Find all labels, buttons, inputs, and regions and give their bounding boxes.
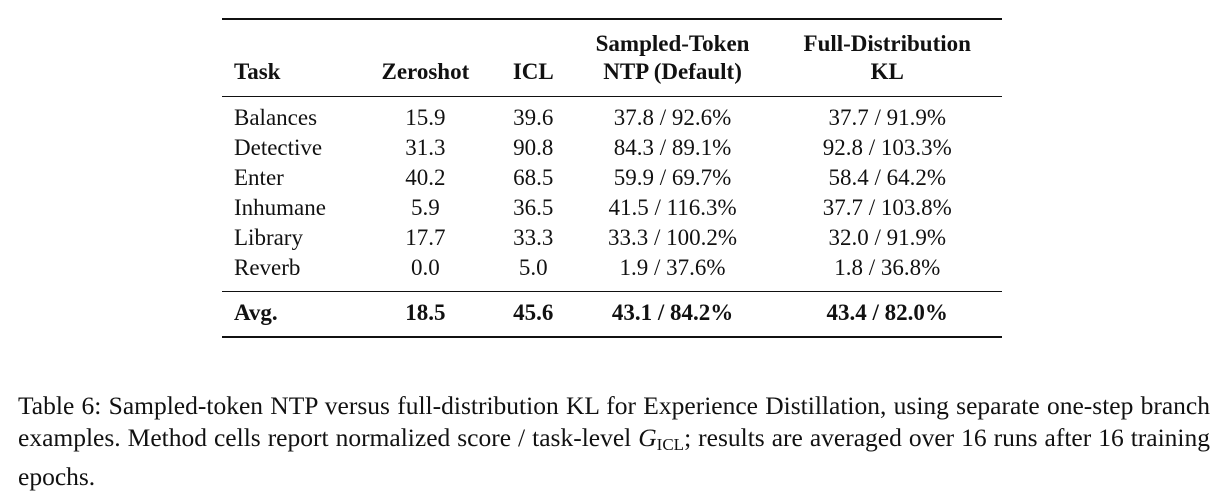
cell-icl: 68.5 xyxy=(513,165,554,190)
caption-math-sub: ICL xyxy=(656,434,685,454)
cell-ntp: 43.1 / 84.2% xyxy=(611,300,734,325)
cell-icl: 36.5 xyxy=(513,195,554,220)
cell-icl: 39.6 xyxy=(513,105,554,130)
header-ntp-line1: Sampled-Token xyxy=(595,31,750,56)
cell-zeroshot: 15.9 xyxy=(405,105,446,130)
cell-zeroshot: 18.5 xyxy=(405,300,446,325)
table-row: Reverb 0.0 5.0 1.9 / 37.6% 1.8 / 36.8% xyxy=(222,253,1002,292)
header-zeroshot: Zeroshot xyxy=(381,59,470,84)
caption-prefix: Table 6: Sampled-token NTP versus full-d… xyxy=(18,390,1210,452)
header-kl: Full-Distribution KL xyxy=(772,19,1002,97)
table-row: Balances 15.9 39.6 37.8 / 92.6% 37.7 / 9… xyxy=(222,96,1002,134)
cell-ntp: 59.9 / 69.7% xyxy=(613,165,732,190)
cell-task: Detective xyxy=(234,135,323,160)
cell-ntp: 33.3 / 100.2% xyxy=(608,225,738,250)
cell-zeroshot: 31.3 xyxy=(405,135,446,160)
avg-row: Avg. 18.5 45.6 43.1 / 84.2% 43.4 / 82.0% xyxy=(222,291,1002,337)
cell-task: Inhumane xyxy=(234,195,326,220)
caption-math-g: G xyxy=(638,422,657,452)
cell-kl: 37.7 / 91.9% xyxy=(828,105,947,130)
results-table-container: Task Zeroshot ICL Sampled-Token NTP (Def… xyxy=(222,18,1002,338)
cell-ntp: 37.8 / 92.6% xyxy=(613,105,732,130)
cell-kl: 92.8 / 103.3% xyxy=(822,135,952,160)
cell-task: Avg. xyxy=(234,300,278,325)
header-ntp-line2: NTP (Default) xyxy=(603,59,742,84)
cell-kl: 1.8 / 36.8% xyxy=(834,255,941,280)
header-icl: ICL xyxy=(512,59,554,84)
header-kl-line2: KL xyxy=(870,59,904,84)
cell-task: Library xyxy=(234,225,303,250)
header-ntp: Sampled-Token NTP (Default) xyxy=(573,19,773,97)
cell-kl: 37.7 / 103.8% xyxy=(822,195,952,220)
cell-icl: 45.6 xyxy=(513,300,554,325)
header-kl-line1: Full-Distribution xyxy=(803,31,971,56)
table-row: Detective 31.3 90.8 84.3 / 89.1% 92.8 / … xyxy=(222,133,1002,163)
table-row: Inhumane 5.9 36.5 41.5 / 116.3% 37.7 / 1… xyxy=(222,193,1002,223)
header-task: Task xyxy=(234,59,281,84)
cell-kl: 43.4 / 82.0% xyxy=(826,300,948,325)
cell-icl: 5.0 xyxy=(518,255,548,280)
header-row: Task Zeroshot ICL Sampled-Token NTP (Def… xyxy=(222,19,1002,97)
cell-icl: 33.3 xyxy=(513,225,554,250)
table-row: Enter 40.2 68.5 59.9 / 69.7% 58.4 / 64.2… xyxy=(222,163,1002,193)
table-row: Library 17.7 33.3 33.3 / 100.2% 32.0 / 9… xyxy=(222,223,1002,253)
cell-zeroshot: 17.7 xyxy=(405,225,446,250)
cell-task: Reverb xyxy=(234,255,301,280)
cell-ntp: 84.3 / 89.1% xyxy=(613,135,732,160)
cell-icl: 90.8 xyxy=(513,135,554,160)
cell-zeroshot: 0.0 xyxy=(411,255,440,280)
cell-task: Enter xyxy=(234,165,284,190)
cell-kl: 58.4 / 64.2% xyxy=(828,165,947,190)
cell-zeroshot: 5.9 xyxy=(411,195,440,220)
cell-ntp: 41.5 / 116.3% xyxy=(608,195,737,220)
cell-kl: 32.0 / 91.9% xyxy=(828,225,947,250)
cell-zeroshot: 40.2 xyxy=(405,165,446,190)
cell-ntp: 1.9 / 37.6% xyxy=(619,255,726,280)
cell-task: Balances xyxy=(234,105,318,130)
results-table: Task Zeroshot ICL Sampled-Token NTP (Def… xyxy=(222,18,1002,338)
table-caption: Table 6: Sampled-token NTP versus full-d… xyxy=(18,390,1210,493)
